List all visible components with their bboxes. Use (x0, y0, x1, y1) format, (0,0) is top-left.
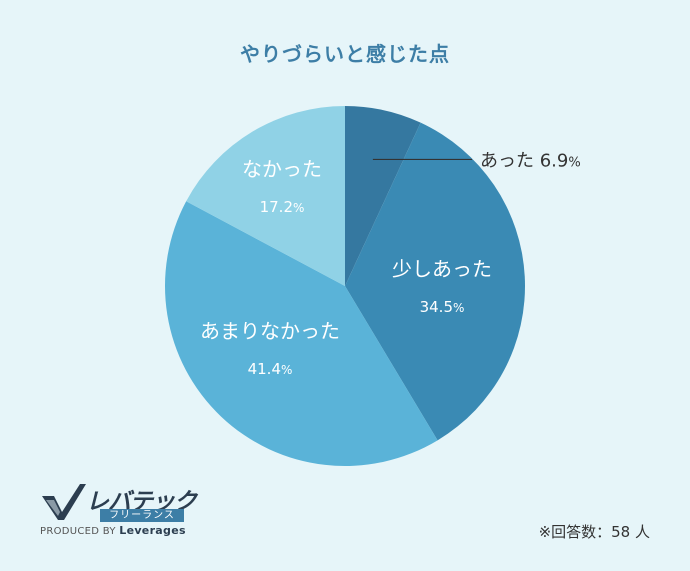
pie-slice (345, 106, 421, 286)
pie-slice (164, 201, 438, 467)
logo-mark-icon (42, 484, 86, 520)
logo-sub-text: フリーランス (100, 509, 184, 522)
slice-label: 少しあった (392, 257, 492, 281)
produced-by-label: PRODUCED BY (40, 526, 116, 537)
response-count-note: ※回答数：58 人 (538, 523, 650, 541)
produced-by-text: PRODUCED BY Leverages (40, 524, 186, 537)
slice-value: 41.4% (248, 360, 293, 378)
slice-value: 17.2% (260, 198, 305, 216)
pie-slices (164, 106, 526, 467)
slice-label: あった 6.9% (480, 150, 581, 171)
slice-unit: % (453, 301, 464, 315)
company-name: Leverages (119, 524, 186, 537)
brand-logo: レバテック フリーランス PRODUCED BY Leverages (40, 482, 200, 540)
slice-value: 6.9 (540, 150, 569, 171)
pie-slice (345, 122, 526, 441)
slice-unit: % (281, 363, 292, 377)
slice-unit: % (293, 201, 304, 215)
pie-slice (186, 106, 345, 286)
slice-label: あまりなかった (200, 319, 340, 343)
slice-unit: % (568, 155, 580, 170)
slice-label: なかった (242, 157, 322, 181)
pie-labels: あった 6.9% 少しあった 34.5% あまりなかった 41.4% なかった 17.2% (200, 150, 581, 378)
slice-value: 34.5% (420, 298, 465, 316)
chart-title: やりづらいと感じた点 (240, 42, 450, 66)
